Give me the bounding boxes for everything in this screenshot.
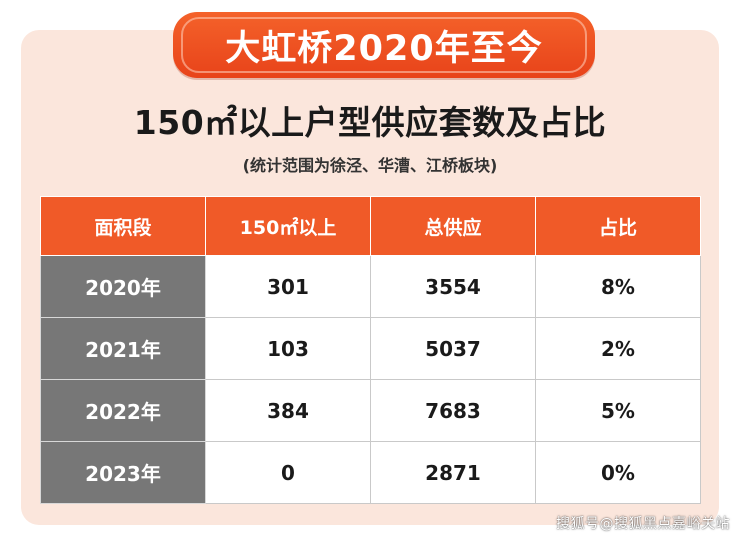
row-total-cell: 5037 <box>370 317 536 380</box>
row-above150-cell: 0 <box>205 441 371 504</box>
table-header-row: 面积段 150㎡以上 总供应 占比 <box>40 196 701 256</box>
row-total-cell: 7683 <box>370 379 536 442</box>
row-ratio-cell: 8% <box>535 255 701 318</box>
row-above150-cell: 384 <box>205 379 371 442</box>
row-year-cell: 2020年 <box>40 255 206 318</box>
row-ratio-cell: 5% <box>535 379 701 442</box>
table-row: 2022年 384 7683 5% <box>40 379 701 442</box>
row-above150-cell: 103 <box>205 317 371 380</box>
row-ratio-cell: 0% <box>535 441 701 504</box>
row-total-cell: 2871 <box>370 441 536 504</box>
row-year-cell: 2022年 <box>40 379 206 442</box>
row-total-cell: 3554 <box>370 255 536 318</box>
row-ratio-cell: 2% <box>535 317 701 380</box>
table-row: 2020年 301 3554 8% <box>40 255 701 318</box>
column-header-above150: 150㎡以上 <box>205 196 371 256</box>
row-above150-cell: 301 <box>205 255 371 318</box>
column-header-area: 面积段 <box>40 196 206 256</box>
column-header-total: 总供应 <box>370 196 536 256</box>
table-row: 2023年 0 2871 0% <box>40 441 701 504</box>
column-header-ratio: 占比 <box>535 196 701 256</box>
chart-subtitle: (统计范围为徐泾、华漕、江桥板块) <box>242 156 498 175</box>
row-year-cell: 2021年 <box>40 317 206 380</box>
header-banner: 大虹桥2020年至今 <box>173 12 595 78</box>
watermark-text: 搜狐号@搜狐黑点嘉峪关站 <box>556 516 730 532</box>
chart-title: 150㎡以上户型供应套数及占比 <box>133 103 607 142</box>
row-year-cell: 2023年 <box>40 441 206 504</box>
supply-table: 面积段 150㎡以上 总供应 占比 2020年 301 3554 8% 2021… <box>40 196 701 504</box>
table-row: 2021年 103 5037 2% <box>40 317 701 380</box>
banner-title: 大虹桥2020年至今 <box>225 28 543 69</box>
